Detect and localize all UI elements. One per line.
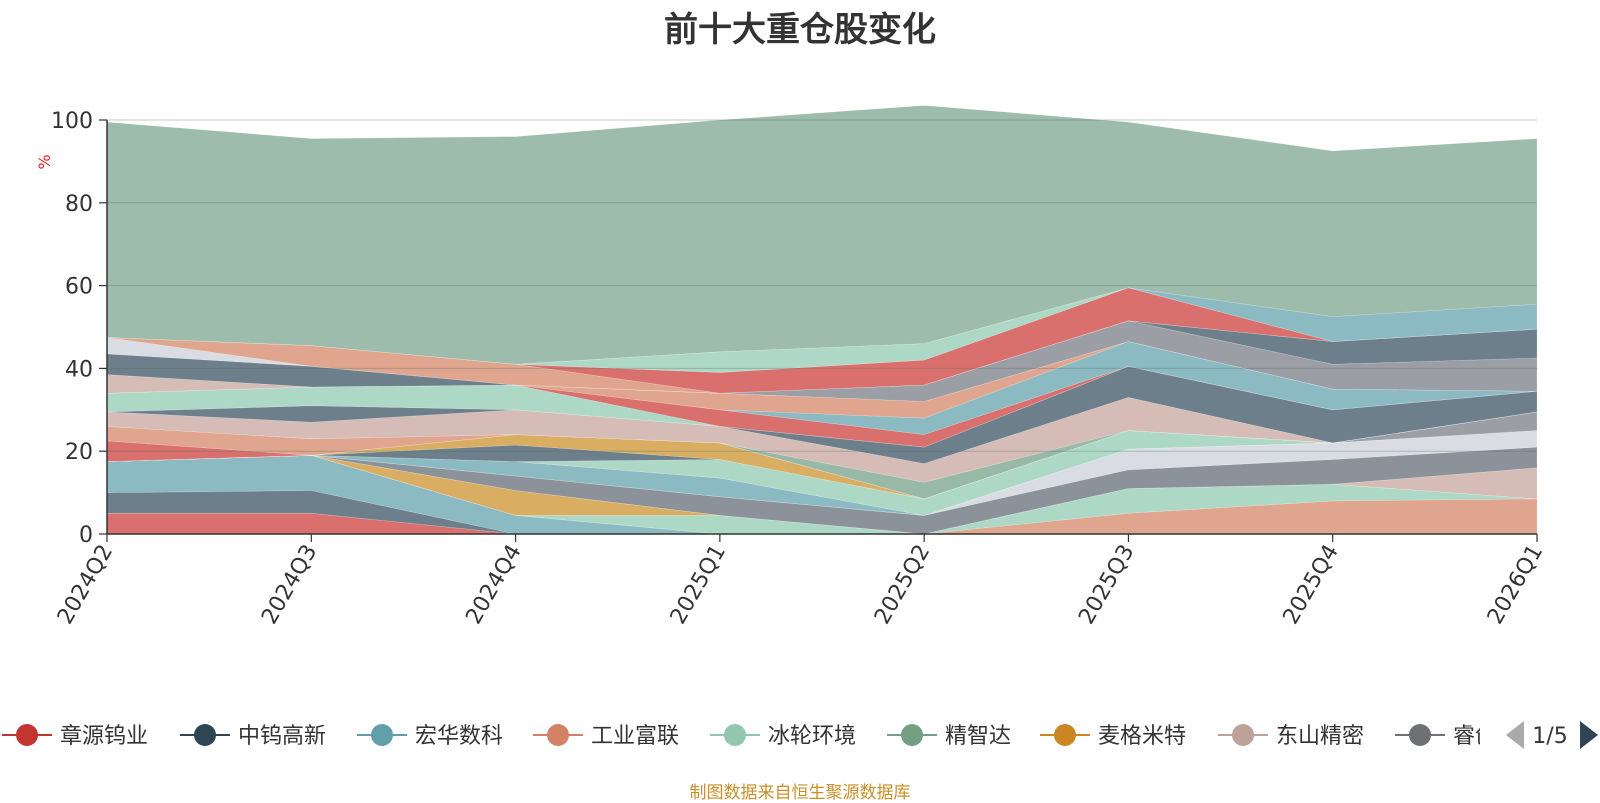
legend-item-label: 麦格米特 xyxy=(1098,724,1186,749)
legend-item-label: 冰轮环境 xyxy=(768,724,856,749)
x-tick-label: 2024Q4 xyxy=(461,541,526,629)
legend-item-label: 睿创微纳 xyxy=(1453,724,1541,749)
area-series-other xyxy=(106,105,1538,365)
y-tick-label: 60 xyxy=(65,275,93,300)
x-tick-label: 2025Q1 xyxy=(666,541,731,629)
y-axis-title: % xyxy=(35,154,54,169)
y-tick-label: 20 xyxy=(65,440,93,465)
legend-item[interactable]: 中钨高新 xyxy=(180,724,326,749)
x-tick-label: 2024Q2 xyxy=(53,541,118,629)
area-layer xyxy=(106,105,1538,535)
y-tick-label: 40 xyxy=(65,357,93,382)
legend-item-label: 工业富联 xyxy=(591,724,679,749)
legend-item[interactable]: 东山精密 xyxy=(1218,724,1364,749)
footer-source: 制图数据来自恒生聚源数据库 xyxy=(689,783,911,803)
x-tick-label: 2025Q2 xyxy=(870,541,935,629)
legend-item[interactable]: 章源钨业 xyxy=(2,724,148,749)
chart-title: 前十大重仓股变化 xyxy=(664,10,936,50)
legend-item-label: 精智达 xyxy=(945,724,1011,749)
legend-items: 章源钨业 中钨高新 宏华数科 工业富联 冰轮环境 精智达 麦格米特 东山精密 睿创微纳 xyxy=(2,724,1541,749)
x-tick-label: 2026Q1 xyxy=(1483,541,1548,629)
legend-item-label: 中钨高新 xyxy=(238,724,326,749)
legend-item[interactable]: 精智达 xyxy=(887,724,1011,749)
legend-item[interactable]: 宏华数科 xyxy=(357,724,503,749)
legend-item[interactable]: 冰轮环境 xyxy=(710,724,856,749)
area-series-a26 xyxy=(106,320,1538,394)
legend-prev-icon[interactable] xyxy=(1506,721,1524,749)
x-tick-label: 2024Q3 xyxy=(257,541,322,629)
legend-item-label: 章源钨业 xyxy=(60,724,148,749)
y-tick-label: 100 xyxy=(51,109,93,134)
legend-next-icon[interactable] xyxy=(1580,721,1598,749)
legend-item[interactable]: 工业富联 xyxy=(533,724,679,749)
legend-item-label: 宏华数科 xyxy=(415,724,503,749)
legend-page-indicator: 1/5 xyxy=(1532,724,1567,749)
x-tick-label: 2025Q4 xyxy=(1279,541,1344,629)
y-tick-label: 0 xyxy=(79,523,93,548)
area-series-a19 xyxy=(106,365,1538,464)
grid-layer xyxy=(107,119,1537,452)
legend-item[interactable]: 麦格米特 xyxy=(1040,724,1186,749)
legend-item-label: 东山精密 xyxy=(1276,724,1364,749)
legend-item[interactable]: 睿创微纳 xyxy=(1395,724,1541,749)
x-tick-label: 2025Q3 xyxy=(1074,541,1139,629)
y-tick-label: 80 xyxy=(65,192,93,217)
